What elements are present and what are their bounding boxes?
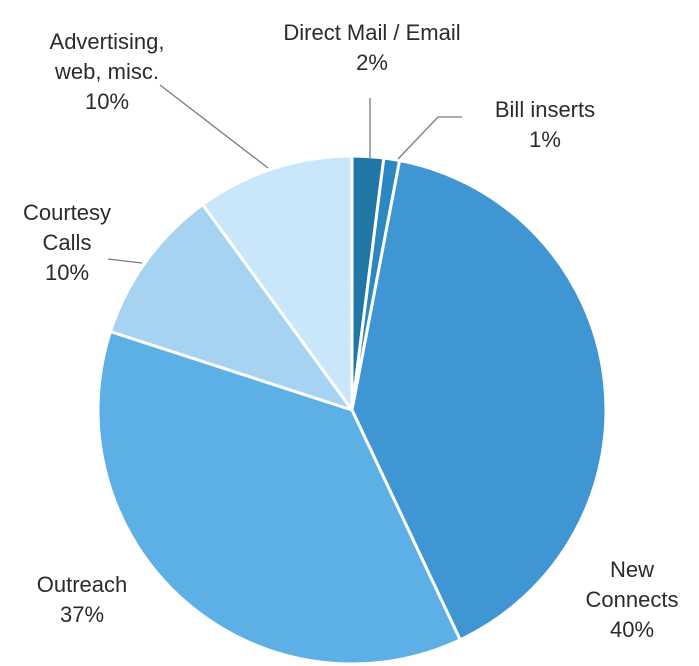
slice-label-2: New Connects 40% — [586, 557, 679, 642]
slice-label-line: 2% — [356, 50, 388, 75]
slice-label-3: Outreach 37% — [37, 572, 128, 627]
slice-label-1: Bill inserts 1% — [495, 97, 595, 152]
slice-labels: Direct Mail / Email 2% Bill inserts 1% New Co… — [23, 20, 679, 642]
slice-label-4: Courtesy Calls 10% — [23, 200, 111, 285]
leader-line-1 — [397, 116, 462, 160]
slice-label-line: Courtesy — [23, 200, 111, 225]
slice-label-line: 10% — [85, 89, 129, 114]
pie-slices — [96, 154, 608, 666]
slice-label-line: web, misc. — [54, 59, 159, 84]
slice-label-line: 37% — [60, 602, 104, 627]
slice-label-line: Advertising, — [50, 29, 165, 54]
slice-label-line: Calls — [43, 230, 92, 255]
pie-slice-2 — [350, 159, 608, 642]
leader-line-4 — [107, 258, 143, 264]
slice-label-0: Direct Mail / Email 2% — [283, 20, 460, 75]
slice-label-line: 1% — [529, 127, 561, 152]
slice-label-line: Connects — [586, 587, 679, 612]
slice-label-line: New — [610, 557, 654, 582]
leader-line-5 — [159, 84, 269, 169]
slice-label-line: Direct Mail / Email — [283, 20, 460, 45]
slice-label-line: Outreach — [37, 572, 128, 597]
pie-slice-3 — [96, 330, 462, 666]
pie-slice-4 — [108, 203, 354, 412]
leader-lines — [107, 84, 462, 264]
slice-label-line: 10% — [45, 260, 89, 285]
slice-label-line: 40% — [610, 617, 654, 642]
slice-label-5: Advertising, web, misc. 10% — [50, 29, 165, 114]
pie-slice-5 — [201, 154, 354, 412]
slice-label-line: Bill inserts — [495, 97, 595, 122]
